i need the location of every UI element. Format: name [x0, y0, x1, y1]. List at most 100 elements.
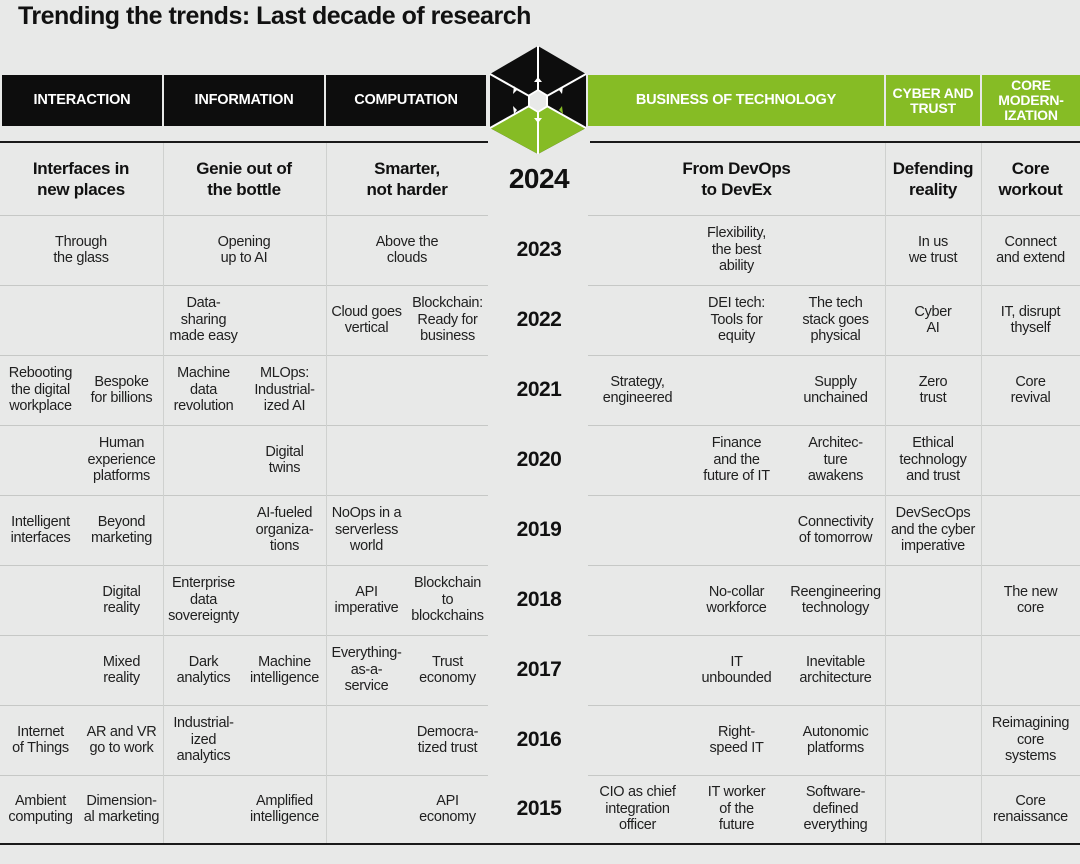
- trend-cell-interaction: AR and VR go to work: [86, 723, 157, 757]
- trend-cell-computation: Everything- as-a- service: [331, 645, 402, 695]
- cube-hexagon-icon: [489, 46, 587, 154]
- trend-cell-core: Core workout: [998, 159, 1063, 199]
- header-core-modernization: CORE MODERN- IZATION: [982, 75, 1080, 126]
- trend-cell-interaction: Dimension- al marketing: [83, 792, 160, 826]
- trend-cell-business: Finance and the future of IT: [703, 435, 770, 485]
- trend-cell-business: Reengineering technology: [790, 583, 881, 617]
- trend-cell-information: Amplified intelligence: [250, 792, 319, 826]
- trend-cell-business: Supply unchained: [803, 373, 868, 407]
- trend-cell-business: CIO as chief integration officer: [599, 784, 676, 834]
- row-separator: [588, 355, 1080, 356]
- trend-cell-interaction: Mixed reality: [102, 653, 141, 687]
- year-label: 2016: [516, 728, 562, 751]
- table-top-rule-right: [590, 141, 1080, 143]
- trend-cell-interaction: Human experience platforms: [87, 435, 156, 485]
- row-separator: [0, 425, 488, 426]
- trend-cell-core: Connect and extend: [996, 233, 1065, 267]
- row-separator: [588, 775, 1080, 776]
- row-separator: [0, 635, 488, 636]
- trend-cell-business: DEI tech: Tools for equity: [708, 295, 765, 345]
- row-separator: [0, 565, 488, 566]
- trend-cell-business: Connectivity of tomorrow: [797, 513, 874, 547]
- column-separator: [981, 143, 982, 843]
- trend-cell-interaction: Internet of Things: [12, 723, 69, 757]
- trend-cell-computation: Trust economy: [419, 653, 476, 687]
- year-label: 2020: [516, 448, 562, 471]
- trend-cell-information: Machine intelligence: [250, 653, 319, 687]
- trend-cell-interaction: Interfaces in new places: [32, 159, 130, 199]
- trend-cell-business: IT worker of the future: [707, 784, 766, 834]
- trend-cell-computation: Blockchain to blockchains: [411, 575, 484, 625]
- trend-cell-business: Software- defined everything: [803, 784, 868, 834]
- trend-cell-business: Autonomic platforms: [802, 723, 869, 757]
- row-separator: [0, 355, 488, 356]
- page-title: Trending the trends: Last decade of rese…: [18, 2, 531, 30]
- trend-cell-interaction: Ambient computing: [8, 792, 73, 826]
- trend-cell-core: Reimagining core systems: [991, 715, 1070, 765]
- trend-cell-business: No-collar workforce: [706, 583, 767, 617]
- header-business-of-technology: BUSINESS OF TECHNOLOGY: [588, 75, 884, 126]
- trend-cell-computation: API economy: [419, 792, 476, 826]
- trend-cell-information: Genie out of the bottle: [196, 159, 292, 199]
- trend-cell-computation: Cloud goes vertical: [331, 303, 402, 337]
- row-separator: [588, 425, 1080, 426]
- trend-cell-interaction: Beyond marketing: [91, 513, 152, 547]
- year-label: 2023: [516, 238, 562, 261]
- trend-cell-interaction: Rebooting the digital workplace: [8, 365, 73, 415]
- year-label: 2017: [516, 658, 562, 681]
- trend-cell-core: Core renaissance: [993, 792, 1068, 826]
- trend-cell-information: Data- sharing made easy: [169, 295, 238, 345]
- trend-cell-information: Digital twins: [265, 443, 304, 477]
- header-computation: COMPUTATION: [326, 75, 486, 126]
- column-separator: [163, 143, 164, 843]
- row-separator: [588, 705, 1080, 706]
- column-separator: [326, 143, 327, 843]
- row-separator: [588, 495, 1080, 496]
- year-label: 2015: [516, 797, 562, 820]
- column-separator: [885, 143, 886, 843]
- trend-cell-interaction: Digital reality: [102, 583, 141, 617]
- trend-cell-business: From DevOps to DevEx: [682, 159, 791, 199]
- trend-cell-business: Strategy, engineered: [602, 373, 673, 407]
- trend-cell-core: IT, disrupt thyself: [1000, 303, 1061, 337]
- trend-cell-business: Flexibility, the best ability: [707, 225, 766, 275]
- trend-cell-business: IT unbounded: [701, 653, 772, 687]
- trend-cell-interaction: Bespoke for billions: [90, 373, 153, 407]
- trend-cell-interaction: Intelligent interfaces: [10, 513, 71, 547]
- row-separator: [588, 635, 1080, 636]
- trend-cell-information: Opening up to AI: [217, 233, 271, 267]
- trend-cell-cyber: Cyber AI: [914, 303, 952, 337]
- row-separator: [0, 495, 488, 496]
- header-interaction: INTERACTION: [2, 75, 162, 126]
- row-separator: [0, 705, 488, 706]
- trend-cell-core: Core revival: [1010, 373, 1051, 407]
- trend-cell-computation: Blockchain: Ready for business: [412, 295, 483, 345]
- year-label: 2021: [516, 378, 562, 401]
- trend-cell-cyber: Zero trust: [918, 373, 948, 407]
- row-separator: [588, 285, 1080, 286]
- row-separator: [0, 215, 488, 216]
- trend-cell-cyber: In us we trust: [908, 233, 958, 267]
- trend-cell-cyber: Defending reality: [892, 159, 974, 199]
- header-cyber-and-trust: CYBER AND TRUST: [886, 75, 980, 126]
- trend-cell-business: Inevitable architecture: [799, 653, 872, 687]
- trend-cell-cyber: DevSecOps and the cyber imperative: [891, 505, 975, 555]
- header-information: INFORMATION: [164, 75, 324, 126]
- trend-cell-information: Industrial- ized analytics: [173, 715, 234, 765]
- trend-cell-computation: Above the clouds: [375, 233, 439, 267]
- row-separator: [588, 215, 1080, 216]
- trend-cell-information: AI-fueled organiza- tions: [255, 505, 314, 555]
- row-separator: [588, 565, 1080, 566]
- year-label: 2018: [516, 588, 562, 611]
- trend-cell-computation: Smarter, not harder: [366, 159, 448, 199]
- trend-cell-information: Enterprise data sovereignty: [168, 575, 239, 625]
- trend-cell-computation: API imperative: [334, 583, 399, 617]
- row-separator: [0, 775, 488, 776]
- trend-cell-information: MLOps: Industrial- ized AI: [254, 365, 315, 415]
- trend-cell-information: Dark analytics: [176, 653, 231, 687]
- trend-cell-business: Architec- ture awakens: [807, 435, 864, 485]
- trend-cell-interaction: Through the glass: [53, 233, 109, 267]
- year-label: 2024: [508, 163, 570, 194]
- trend-cell-computation: NoOps in a serverless world: [331, 505, 402, 555]
- trend-cell-cyber: Ethical technology and trust: [899, 435, 967, 485]
